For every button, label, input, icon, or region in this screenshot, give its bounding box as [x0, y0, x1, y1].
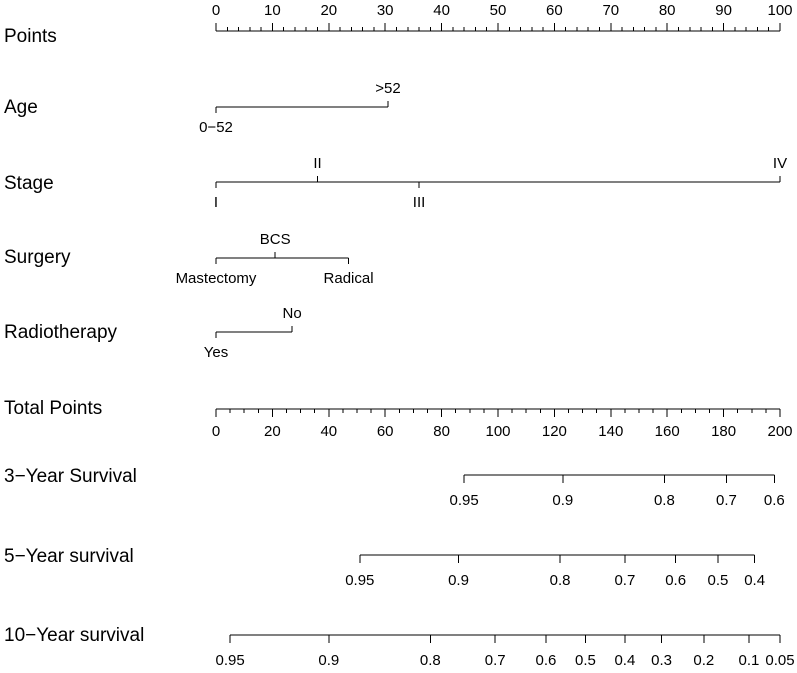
row-label-stage: Stage — [4, 173, 54, 194]
total-tick-label: 160 — [655, 423, 680, 440]
surv10-tick-label: 0.9 — [318, 652, 339, 669]
stage-level-label: II — [313, 155, 321, 172]
row-label-surv10: 10−Year survival — [4, 625, 144, 646]
radiotherapy-level-label: Yes — [204, 344, 228, 361]
surv3-tick-label: 0.8 — [654, 492, 675, 509]
stage-level-label: IV — [773, 155, 787, 172]
points-tick-label: 60 — [546, 2, 563, 19]
points-tick-label: 20 — [320, 2, 337, 19]
surv10-tick-label: 0.4 — [614, 652, 635, 669]
surgery-level-label: Radical — [324, 270, 374, 287]
points-tick-label: 100 — [767, 2, 792, 19]
surv10-tick-label: 0.8 — [420, 652, 441, 669]
surv10-tick-label: 0.3 — [651, 652, 672, 669]
surgery-level-label: BCS — [260, 231, 291, 248]
surv5-tick-label: 0.9 — [448, 572, 469, 589]
stage-level-label: I — [214, 194, 218, 211]
row-label-points: Points — [4, 26, 57, 47]
points-tick-label: 70 — [602, 2, 619, 19]
total-tick-label: 180 — [711, 423, 736, 440]
surv5-tick-label: 0.6 — [665, 572, 686, 589]
total-tick-label: 200 — [767, 423, 792, 440]
surv10-tick-label: 0.05 — [765, 652, 794, 669]
points-tick-label: 90 — [715, 2, 732, 19]
points-tick-label: 30 — [377, 2, 394, 19]
total-tick-label: 80 — [433, 423, 450, 440]
surv10-tick-label: 0.5 — [575, 652, 596, 669]
total-tick-label: 120 — [542, 423, 567, 440]
age-level-label: >52 — [375, 80, 400, 97]
row-label-surgery: Surgery — [4, 247, 71, 268]
points-tick-label: 50 — [490, 2, 507, 19]
surv10-tick-label: 0.1 — [739, 652, 760, 669]
surv5-tick-label: 0.5 — [708, 572, 729, 589]
surgery-level-label: Mastectomy — [176, 270, 257, 287]
row-label-radiotherapy: Radiotherapy — [4, 322, 118, 343]
surv10-tick-label: 0.7 — [485, 652, 506, 669]
surv10-tick-label: 0.95 — [215, 652, 244, 669]
surv5-tick-label: 0.95 — [345, 572, 374, 589]
total-tick-label: 20 — [264, 423, 281, 440]
surv3-tick-label: 0.6 — [764, 492, 785, 509]
surv5-tick-label: 0.4 — [744, 572, 765, 589]
total-tick-label: 0 — [212, 423, 220, 440]
surv10-tick-label: 0.2 — [693, 652, 714, 669]
total-tick-label: 100 — [485, 423, 510, 440]
total-tick-label: 140 — [598, 423, 623, 440]
total-tick-label: 60 — [377, 423, 394, 440]
row-label-total: Total Points — [4, 398, 102, 419]
age-level-label: 0−52 — [199, 119, 233, 136]
points-tick-label: 40 — [433, 2, 450, 19]
radiotherapy-level-label: No — [283, 305, 302, 322]
surv10-tick-label: 0.6 — [536, 652, 557, 669]
surv5-tick-label: 0.7 — [614, 572, 635, 589]
surv3-tick-label: 0.9 — [552, 492, 573, 509]
row-label-surv5: 5−Year survival — [4, 546, 134, 567]
surv3-tick-label: 0.7 — [716, 492, 737, 509]
points-tick-label: 10 — [264, 2, 281, 19]
row-label-surv3: 3−Year Survival — [4, 466, 137, 487]
total-tick-label: 40 — [320, 423, 337, 440]
row-label-age: Age — [4, 97, 38, 118]
points-tick-label: 80 — [659, 2, 676, 19]
surv5-tick-label: 0.8 — [550, 572, 571, 589]
stage-level-label: III — [413, 194, 426, 211]
surv3-tick-label: 0.95 — [450, 492, 479, 509]
points-tick-label: 0 — [212, 2, 220, 19]
